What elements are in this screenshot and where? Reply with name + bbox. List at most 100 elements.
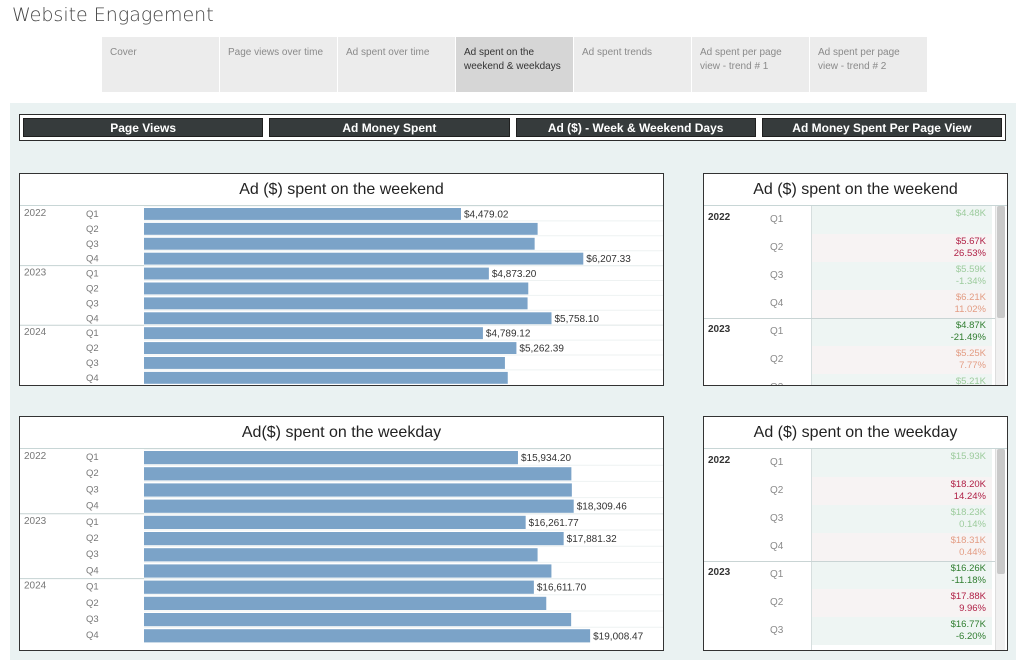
scrollbar-thumb[interactable] [997,206,1005,318]
weekend-table-title: Ad ($) spent on the weekend [704,174,1007,206]
quarter-label: Q4 [770,298,784,309]
table-row[interactable]: $16.26K -11.18% 2023 Q1 [704,561,994,589]
percent-change-value: 26.53% [953,248,986,259]
table-row[interactable]: $5.21K Q3 [704,374,994,386]
table-row[interactable]: $4.48K 2022 Q1 [704,206,994,234]
quarter-label: Q3 [86,358,99,369]
year-label: 2023 [708,324,731,335]
bar[interactable] [144,451,518,465]
quarter-label: Q4 [86,373,99,384]
value-cell: $5.67K 26.53% [812,234,992,262]
bar[interactable] [144,548,538,562]
table-scrollbar[interactable] [995,449,1005,650]
value-cell: $16.26K -11.18% [812,561,992,589]
bar[interactable] [144,613,572,627]
table-row[interactable]: $16.77K -6.20% Q3 [704,617,994,645]
quarter-label: Q4 [86,630,99,641]
nav-button-ad-per-page-view[interactable]: Ad Money Spent Per Page View [761,118,1002,137]
bar[interactable] [144,532,564,546]
percent-change-value: -21.49% [950,332,986,343]
bar[interactable] [144,371,508,384]
bar[interactable] [144,342,517,354]
story-tab-ad-spent-weekend-weekdays[interactable]: Ad spent on the weekend & weekdays [456,37,574,92]
bar[interactable] [144,222,538,235]
amount-value: $18.20K [950,479,986,490]
bar[interactable] [144,327,483,340]
bar-value-label: $4,873.20 [492,269,537,280]
nav-button-page-views[interactable]: Page Views [23,118,264,137]
bar[interactable] [144,252,584,265]
bar[interactable] [144,515,526,529]
table-row[interactable]: $18.20K 14.24% Q2 [704,477,994,505]
table-row[interactable]: $5.59K -1.34% Q3 [704,262,994,290]
year-label: 2022 [708,455,731,466]
weekend-table-panel: Ad ($) spent on the weekend $4.48K 2022 Q1… [703,173,1008,386]
story-tab-ad-spent-per-page-view-trend-2[interactable]: Ad spent per page view - trend # 2 [810,37,928,92]
amount-value: $15.93K [950,451,986,462]
quarter-label: Q1 [770,326,784,337]
nav-button-ad-money-spent[interactable]: Ad Money Spent [269,118,510,137]
table-row[interactable]: $5.25K 7.77% Q2 [704,346,994,374]
weekend-bar-chart: 2022 Q1 $4,479.02 Q2 Q3 Q4 $6,207.33 2023 Q1 $4,8… [20,206,663,384]
story-tab-ad-spent-trends[interactable]: Ad spent trends [574,37,692,92]
bar[interactable] [144,499,574,513]
amount-value: $5.21K [955,376,986,386]
story-tab-cover[interactable]: Cover [102,37,220,92]
bar[interactable] [144,629,591,643]
bar[interactable] [144,483,572,497]
table-row[interactable]: $18.23K 0.14% Q3 [704,505,994,533]
bar[interactable] [144,267,489,280]
bar[interactable] [144,237,535,250]
bar-value-label: $4,789.12 [486,329,531,340]
bar[interactable] [144,297,528,310]
quarter-label: Q1 [86,517,99,528]
bar[interactable] [144,467,572,481]
story-tabs: Cover Page views over time Ad spent over… [102,37,928,92]
quarter-label: Q3 [770,625,784,636]
bar[interactable] [144,357,505,369]
percent-change-value: -11.18% [951,575,986,586]
bar-value-label: $17,881.32 [567,534,617,545]
quarter-label: Q4 [86,254,99,265]
quarter-label: Q4 [86,565,99,576]
table-row[interactable]: $5.67K 26.53% Q2 [704,234,994,262]
bar[interactable] [144,282,529,295]
year-separator [704,318,996,319]
quarter-label: Q1 [86,269,99,280]
amount-value: $16.26K [950,563,986,574]
table-row[interactable]: $15.93K 2022 Q1 [704,449,994,477]
story-tab-ad-spent-over-time[interactable]: Ad spent over time [338,37,456,92]
table-row[interactable]: $4.87K -21.49% 2023 Q1 [704,318,994,346]
story-tab-ad-spent-per-page-view-trend-1[interactable]: Ad spent per page view - trend # 1 [692,37,810,92]
table-row[interactable]: $6.21K 11.02% Q4 [704,290,994,318]
nav-button-ad-week-weekend[interactable]: Ad ($) - Week & Weekend Days [515,118,756,137]
quarter-label: Q3 [770,513,784,524]
quarter-label: Q2 [86,343,99,354]
bar[interactable] [144,312,552,325]
value-cell: $5.21K [812,374,992,386]
quarter-label: Q2 [86,284,99,295]
quarter-label: Q1 [770,214,784,225]
quarter-label: Q3 [86,549,99,560]
bar-value-label: $18,309.46 [577,502,627,513]
value-cell: $6.21K 11.02% [812,290,992,318]
amount-value: $4.48K [955,208,986,219]
bar[interactable] [144,596,547,610]
quarter-label: Q2 [770,597,784,608]
value-cell: $5.59K -1.34% [812,262,992,290]
table-row[interactable]: $17.88K 9.96% Q2 [704,589,994,617]
bar-value-label: $15,934.20 [521,453,571,464]
bar[interactable] [144,208,461,220]
table-row[interactable]: $18.31K 0.44% Q4 [704,533,994,561]
table-scrollbar[interactable] [995,206,1005,385]
scrollbar-thumb[interactable] [997,449,1005,575]
quarter-label: Q4 [86,313,99,324]
story-tab-page-views-over-time[interactable]: Page views over time [220,37,338,92]
year-label: 2023 [24,268,47,279]
bar[interactable] [144,580,534,594]
bar-value-label: $19,008.47 [593,631,643,642]
weekend-bar-title: Ad ($) spent on the weekend [20,174,663,206]
bar[interactable] [144,564,552,578]
quarter-label: Q2 [86,224,99,235]
year-label: 2024 [24,581,47,592]
